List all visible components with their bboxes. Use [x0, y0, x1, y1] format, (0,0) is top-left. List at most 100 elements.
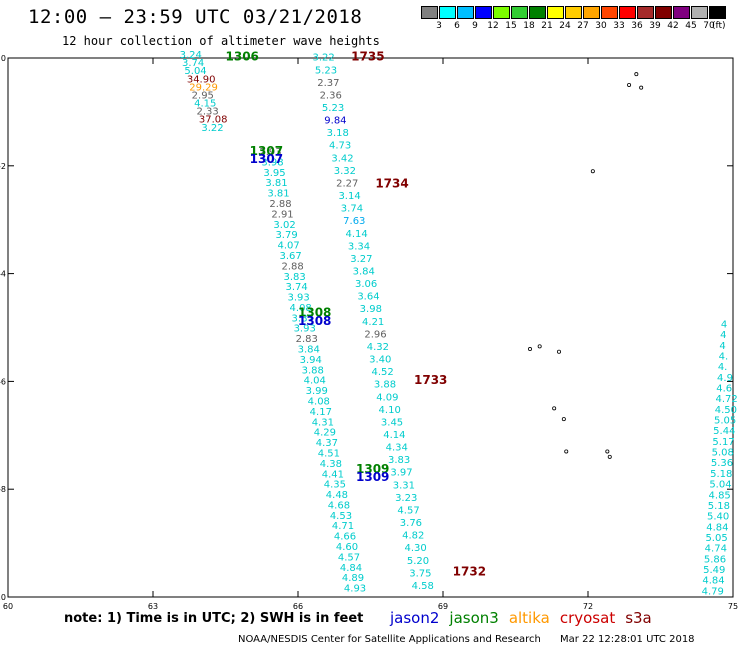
swh-label: 3.83 — [388, 455, 410, 466]
swh-label: 5.05 — [714, 416, 736, 427]
footer: NOAA/NESDIS Center for Satellite Applica… — [238, 634, 711, 645]
color-scale-label: 70 — [703, 21, 715, 31]
swh-label: 3.34 — [348, 241, 370, 252]
pass-number-label: 1309 — [356, 470, 389, 484]
y-tick-label: -2 — [0, 162, 6, 171]
x-tick-label: 69 — [438, 602, 448, 611]
swh-label: 3.95 — [263, 168, 285, 179]
swh-label: 3.79 — [275, 230, 297, 241]
swh-label: 4 — [719, 341, 725, 352]
x-tick-label: 72 — [583, 602, 593, 611]
x-tick-label: 75 — [728, 602, 738, 611]
swh-label: 5.05 — [705, 533, 727, 544]
swh-label: 3.02 — [273, 220, 295, 231]
color-scale-label: 33 — [613, 21, 625, 31]
swh-label: 4.66 — [334, 532, 356, 543]
color-scale-label: 39 — [649, 21, 661, 31]
color-scale-label: 6 — [454, 21, 460, 31]
swh-label: 3.83 — [284, 272, 306, 283]
swh-label: 4.32 — [367, 342, 389, 353]
swh-label: 4.72 — [716, 394, 738, 405]
swh-label: 4.14 — [383, 430, 405, 441]
color-scale-bar: (ft) 3 6 9 12 15 18 21 24 27 30 33 36 39 42 45 70 — [421, 6, 729, 34]
swh-label: 4.68 — [328, 500, 350, 511]
color-scale-label: 30 — [595, 21, 607, 31]
color-scale-label: 12 — [487, 21, 499, 31]
swh-label: 5.23 — [315, 65, 337, 76]
legend-item-altika: altika — [508, 609, 550, 627]
swh-label: 4.41 — [322, 469, 344, 480]
swh-label: 4.82 — [402, 531, 424, 542]
swh-label: 4.34 — [386, 443, 408, 454]
page-subtitle: 12 hour collection of altimeter wave hei… — [62, 34, 380, 48]
island-outline — [552, 406, 557, 411]
swh-label: 3.84 — [353, 266, 375, 277]
color-scale-label: 21 — [541, 21, 553, 31]
swh-label: 5.17 — [712, 437, 734, 448]
color-scale-label: 42 — [667, 21, 679, 31]
swh-label: 3.74 — [182, 58, 204, 69]
swh-label: 4.31 — [312, 417, 334, 428]
swh-label: 4.84 — [702, 576, 724, 587]
swh-label: 29.29 — [189, 82, 218, 93]
swh-label: 4.08 — [290, 303, 312, 314]
swh-label: 4.73 — [329, 141, 351, 152]
color-scale-label: 27 — [577, 21, 589, 31]
swh-label: 2.88 — [281, 261, 303, 272]
island-outline — [528, 347, 533, 352]
island-outline — [627, 82, 632, 87]
swh-label: 5.08 — [712, 448, 734, 459]
note-text: note: 1) Time is in UTC; 2) SWH is in fe… — [64, 611, 364, 626]
swh-label: 4.6 — [716, 384, 732, 395]
swh-label: 4 — [721, 320, 727, 331]
y-tick-label: -6 — [0, 377, 6, 386]
island-outline — [537, 344, 542, 349]
island-outline — [590, 169, 595, 174]
swh-label: 3.87 — [292, 313, 314, 324]
swh-label: 3.22 — [201, 123, 223, 134]
swh-label: 4.85 — [709, 490, 731, 501]
swh-label: 3.81 — [267, 189, 289, 200]
swh-label: 5.40 — [707, 512, 729, 523]
swh-label: 3.93 — [294, 324, 316, 335]
color-scale-label: 9 — [472, 21, 478, 31]
swh-label: 2.93 — [259, 147, 281, 158]
swh-label: 4.52 — [371, 367, 393, 378]
legend-item-cryosat: cryosat — [559, 609, 616, 627]
island-outline — [639, 85, 644, 90]
swh-label: 4.09 — [376, 392, 398, 403]
color-scale-units: (ft) — [712, 21, 726, 31]
swh-label: 4.60 — [336, 542, 358, 553]
swh-label: 2.91 — [271, 209, 293, 220]
pass-number-label: 1307 — [250, 152, 283, 166]
color-scale-label: 45 — [685, 21, 697, 31]
pass-number-label: 1734 — [375, 176, 408, 190]
swh-label: 4.37 — [316, 438, 338, 449]
color-scale-swatch — [637, 6, 654, 19]
swh-label: 2.96 — [364, 329, 386, 340]
y-tick-label: -10 — [0, 593, 6, 602]
swh-label: 4.93 — [344, 584, 366, 595]
swh-label: 9.84 — [324, 116, 346, 127]
color-scale-swatch — [601, 6, 618, 19]
legend-item-jason2: jason2 — [390, 609, 440, 627]
swh-label: 3.94 — [300, 355, 322, 366]
footer-timestamp: Mar 22 12:28:01 UTC 2018 — [560, 634, 695, 645]
swh-label: 2.95 — [192, 90, 214, 101]
swh-label: 5.04 — [709, 480, 731, 491]
swh-label: 34.90 — [187, 74, 216, 85]
island-outline — [607, 454, 612, 459]
plot-border — [7, 57, 734, 598]
swh-label: 4.10 — [379, 405, 401, 416]
swh-label: 5.04 — [184, 66, 206, 77]
pass-number-label: 1306 — [226, 50, 259, 64]
axis-ticks: 60 63 66 69 72 75 0 -2 -4 -6 -8 -10 — [0, 54, 738, 611]
swh-label: 4.50 — [715, 405, 737, 416]
color-scale-swatch — [619, 6, 636, 19]
color-scale-swatch — [511, 6, 528, 19]
color-scale-swatch — [583, 6, 600, 19]
swh-label: 4.51 — [318, 448, 340, 459]
color-scale-swatch — [529, 6, 546, 19]
island-outline — [557, 349, 562, 354]
